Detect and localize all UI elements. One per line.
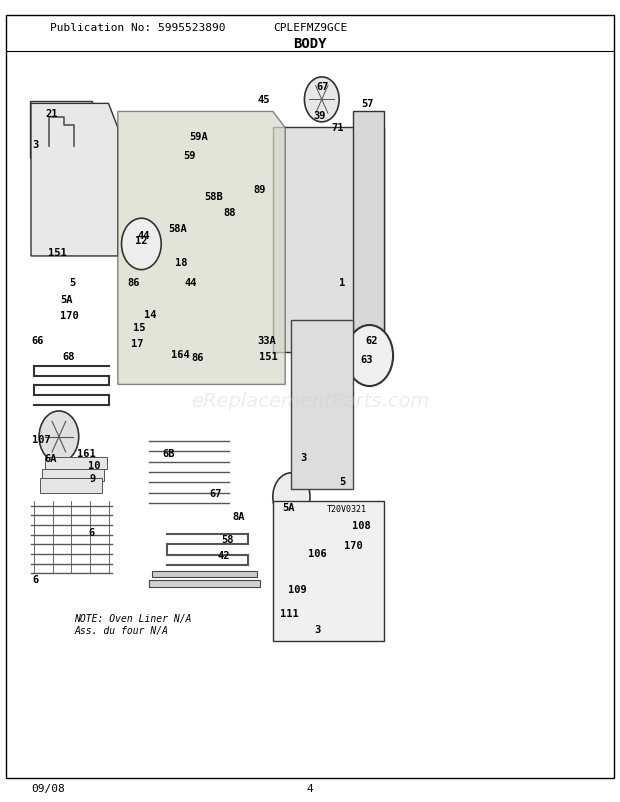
Text: 88: 88 [223,208,236,217]
Polygon shape [118,112,285,385]
Text: 107: 107 [32,435,51,444]
Text: 151: 151 [48,248,67,257]
Text: 6B: 6B [162,448,175,458]
Text: 111: 111 [280,609,299,618]
Text: 39: 39 [314,111,326,121]
Text: 67: 67 [209,488,221,498]
Text: 5: 5 [69,277,76,287]
Text: 9: 9 [89,473,95,483]
Text: 15: 15 [133,322,145,332]
Text: 18: 18 [175,258,187,268]
Text: 106: 106 [308,549,327,558]
Text: T20V0321: T20V0321 [327,504,366,514]
Text: NOTE: Oven Liner N/A
Ass. du four N/A: NOTE: Oven Liner N/A Ass. du four N/A [74,614,192,635]
FancyBboxPatch shape [149,581,260,587]
Text: 42: 42 [217,550,229,560]
Text: 58: 58 [221,535,234,545]
Text: 59A: 59A [189,132,208,141]
FancyBboxPatch shape [45,457,107,469]
Text: 12: 12 [135,236,148,245]
Polygon shape [31,104,118,257]
FancyBboxPatch shape [40,479,102,493]
Text: 109: 109 [288,585,306,594]
Text: 170: 170 [60,311,79,321]
Text: 58B: 58B [205,192,223,201]
Text: 09/08: 09/08 [31,783,64,792]
Text: Publication No: 5995523890: Publication No: 5995523890 [50,23,225,33]
Text: 3: 3 [314,625,321,634]
Text: 63: 63 [361,354,373,364]
Text: 6: 6 [88,528,94,537]
FancyBboxPatch shape [273,501,384,642]
Text: 86: 86 [127,277,140,287]
Text: 58A: 58A [169,224,187,233]
Text: 45: 45 [257,95,270,105]
Text: 59: 59 [183,151,195,160]
Text: 5: 5 [339,476,345,486]
Text: 170: 170 [344,541,363,550]
Text: 17: 17 [131,338,144,348]
Text: 151: 151 [259,352,278,362]
Text: 10: 10 [88,460,100,470]
Text: 5A: 5A [60,295,73,305]
Polygon shape [291,321,353,489]
Text: 33A: 33A [257,336,276,346]
Circle shape [122,219,161,270]
Circle shape [346,326,393,387]
Text: 67: 67 [316,82,329,91]
Text: 6A: 6A [45,454,57,464]
Text: 89: 89 [253,184,265,194]
Text: 68: 68 [62,352,74,362]
Circle shape [39,411,79,463]
Text: 62: 62 [366,336,378,346]
Polygon shape [353,112,384,353]
Text: 108: 108 [352,520,370,530]
FancyBboxPatch shape [152,571,257,577]
Text: 86: 86 [191,353,203,363]
Text: 21: 21 [46,108,58,119]
Text: 5A: 5A [282,503,294,512]
Text: 8A: 8A [232,512,244,521]
Text: 3: 3 [301,452,307,462]
Text: 6: 6 [32,574,38,584]
FancyBboxPatch shape [30,102,92,159]
Circle shape [304,78,339,123]
Text: 44: 44 [138,231,150,241]
Text: 14: 14 [144,310,157,319]
Text: 164: 164 [171,350,190,359]
Circle shape [273,473,310,521]
Text: 57: 57 [361,99,373,109]
Text: 3: 3 [32,140,38,149]
Text: 44: 44 [185,277,197,287]
Text: BODY: BODY [293,37,327,51]
Text: 71: 71 [331,124,343,133]
Text: CPLEFMZ9GCE: CPLEFMZ9GCE [273,23,347,33]
Text: 66: 66 [31,336,43,346]
Text: 161: 161 [78,448,96,458]
Text: 4: 4 [307,783,313,792]
FancyBboxPatch shape [42,469,104,481]
Text: eReplacementParts.com: eReplacementParts.com [191,391,429,411]
Text: 1: 1 [339,277,345,287]
Polygon shape [273,128,384,353]
